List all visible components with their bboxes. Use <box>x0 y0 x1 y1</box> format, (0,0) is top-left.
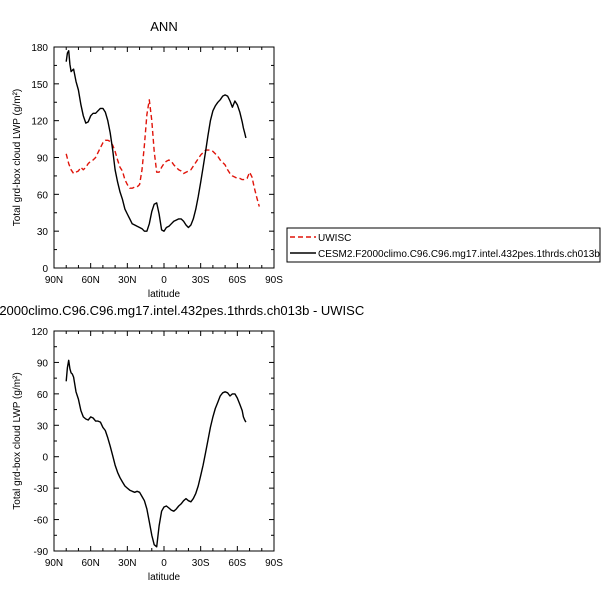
y-axis-label: Total grd-box cloud LWP (g/m²) <box>12 372 23 509</box>
x-tick-label: 0 <box>161 558 167 569</box>
x-axis-label: latitude <box>148 572 181 583</box>
legend-label-1: UWISC <box>318 233 351 244</box>
series-line-2 <box>65 50 247 232</box>
series-line-1 <box>65 359 247 548</box>
x-axis-label: latitude <box>148 289 181 300</box>
x-tick-label: 60S <box>228 558 246 569</box>
x-tick-label: 90S <box>265 558 283 569</box>
x-tick-label: 30N <box>118 558 136 569</box>
top-line-chart: ANN 0 30 60 90 120 150 180 90N 60N 30N 0 30S 60S 90S la… <box>12 19 601 300</box>
x-tick-label: 60S <box>228 275 246 286</box>
y-tick-label: 90 <box>37 358 49 369</box>
y-tick-label: 60 <box>37 190 49 201</box>
legend-label-2: CESM2.F2000climo.C96.C96.mg17.intel.432p… <box>318 249 600 260</box>
y-tick-label: -30 <box>34 484 49 495</box>
plot-frame <box>53 46 275 269</box>
y-tick-label: 60 <box>37 390 49 401</box>
y-tick-label: 180 <box>31 43 48 54</box>
x-tick-label: 60N <box>81 275 99 286</box>
chart-title: ANN <box>150 19 177 34</box>
plot-frame <box>53 330 275 552</box>
y-tick-label: 120 <box>31 327 48 338</box>
y-tick-label: 120 <box>31 117 48 128</box>
y-tick-label: 0 <box>42 264 48 275</box>
y-tick-label: -90 <box>34 547 49 558</box>
x-tick-label: 90N <box>45 558 63 569</box>
x-tick-label: 90N <box>45 275 63 286</box>
series-line-1 <box>65 99 260 207</box>
x-tick-label: 90S <box>265 275 283 286</box>
y-tick-label: -60 <box>34 516 49 527</box>
x-tick-label: 30S <box>192 558 210 569</box>
y-tick-label: 30 <box>37 227 49 238</box>
y-tick-label: 150 <box>31 80 48 91</box>
y-tick-label: 0 <box>42 453 48 464</box>
x-tick-label: 30S <box>192 275 210 286</box>
x-tick-label: 0 <box>161 275 167 286</box>
y-tick-label: 30 <box>37 421 49 432</box>
legend: UWISC CESM2.F2000climo.C96.C96.mg17.intel… <box>286 227 601 263</box>
bottom-line-chart: .F2000climo.C96.C96.mg17.intel.432pes.1t… <box>0 303 364 583</box>
y-axis-label: Total grd-box cloud LWP (g/m²) <box>12 89 23 226</box>
x-tick-label: 60N <box>81 558 99 569</box>
x-tick-label: 30N <box>118 275 136 286</box>
legend-box <box>286 227 601 263</box>
chart-title: .F2000climo.C96.C96.mg17.intel.432pes.1t… <box>0 303 364 318</box>
y-tick-label: 90 <box>37 154 49 165</box>
